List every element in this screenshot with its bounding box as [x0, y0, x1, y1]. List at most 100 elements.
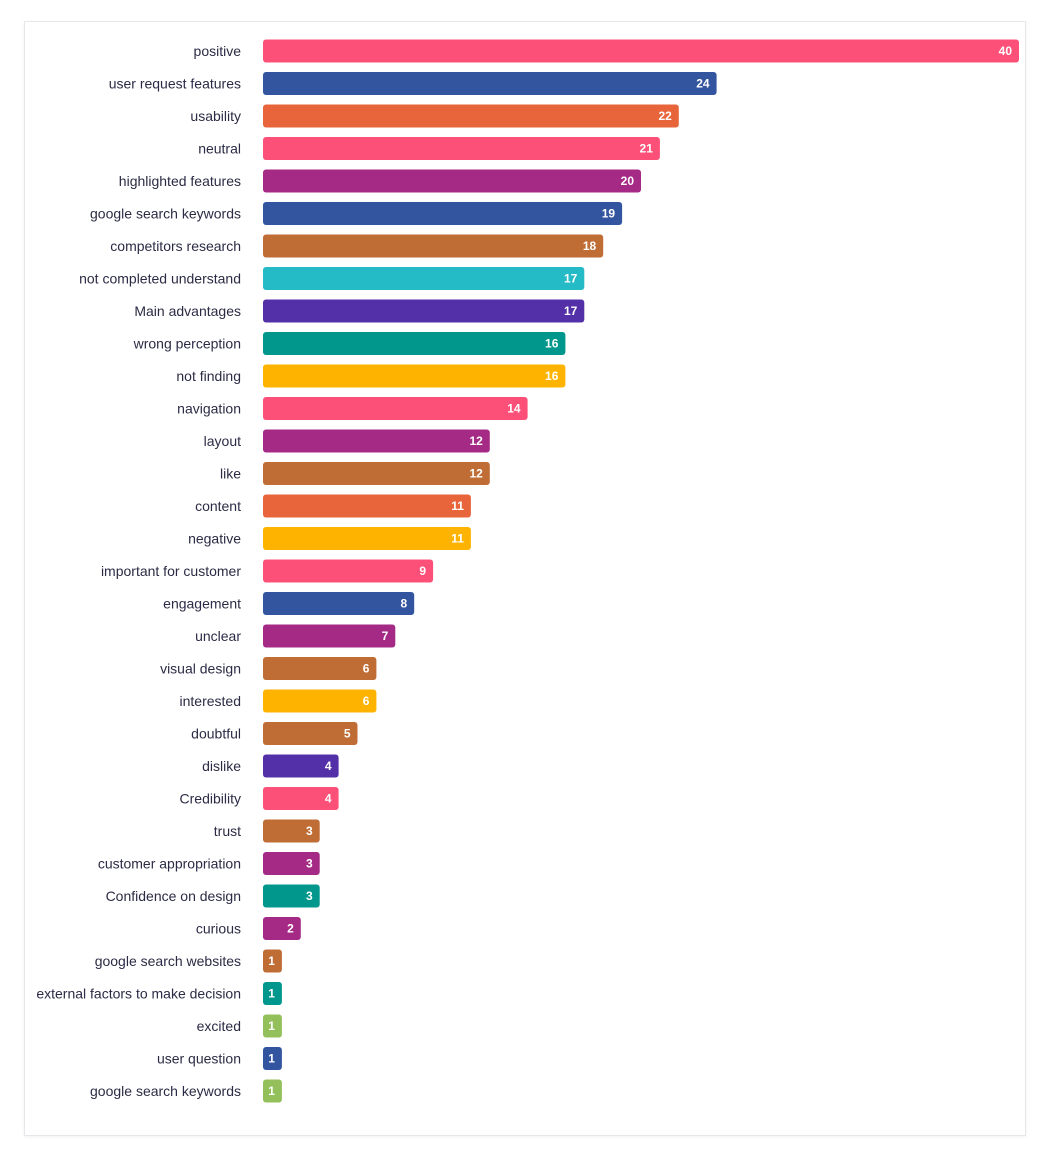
category-label: interested	[180, 693, 241, 709]
value-label: 11	[451, 499, 464, 513]
category-label: customer appropriation	[98, 856, 241, 872]
value-label: 12	[469, 434, 483, 448]
bar[interactable]	[263, 689, 377, 713]
bar-row: excited 1	[197, 1014, 282, 1038]
bar-row: layout 12	[204, 429, 490, 453]
bar-chart: positive 40 user request features 24 usabili…	[36, 39, 1019, 1103]
bar[interactable]	[263, 1047, 282, 1070]
value-label: 1	[268, 987, 275, 1001]
bar[interactable]	[263, 722, 358, 745]
value-label: 12	[469, 467, 483, 481]
value-label: 3	[306, 857, 313, 871]
bar[interactable]	[263, 169, 641, 193]
bar[interactable]	[263, 592, 415, 615]
value-label: 9	[419, 564, 426, 578]
bar[interactable]	[263, 267, 585, 290]
value-label: 4	[325, 792, 332, 806]
bar[interactable]	[263, 1014, 282, 1038]
value-label: 1	[268, 1052, 275, 1066]
value-label: 21	[640, 142, 654, 156]
bar[interactable]	[263, 787, 339, 810]
bar-row: doubtful 5	[191, 722, 358, 745]
bar-row: negative 11	[188, 527, 471, 550]
bar-row: not completed understand 17	[79, 267, 585, 290]
bar[interactable]	[263, 494, 471, 518]
bar[interactable]	[263, 72, 717, 95]
value-label: 6	[363, 694, 370, 708]
bar[interactable]	[263, 657, 377, 680]
value-label: 22	[658, 109, 672, 123]
category-label: competitors research	[110, 238, 241, 254]
category-label: positive	[194, 43, 242, 59]
bar[interactable]	[263, 982, 282, 1005]
bar-row: competitors research 18	[110, 234, 604, 258]
bar-row: not finding 16	[176, 364, 566, 388]
bar-row: usability 22	[190, 104, 679, 128]
bar-row: unclear 7	[195, 624, 396, 648]
bar-row: Confidence on design 3	[106, 884, 320, 908]
category-label: Credibility	[180, 791, 241, 807]
bar-row: important for customer 9	[101, 559, 434, 583]
category-label: user question	[157, 1051, 241, 1067]
category-label: wrong perception	[133, 336, 241, 352]
bar[interactable]	[263, 917, 301, 940]
category-label: like	[220, 466, 241, 482]
bar[interactable]	[263, 527, 471, 550]
bar[interactable]	[263, 559, 434, 583]
category-label: visual design	[160, 661, 241, 677]
bar-row: neutral 21	[198, 137, 660, 160]
bar[interactable]	[263, 754, 339, 778]
bar-row: visual design 6	[160, 657, 377, 680]
category-label: unclear	[195, 628, 241, 644]
category-label: trust	[214, 823, 241, 839]
category-label: content	[195, 498, 241, 514]
bar-row: user request features 24	[109, 72, 717, 95]
value-label: 3	[306, 889, 313, 903]
bar[interactable]	[263, 39, 1019, 63]
category-label: neutral	[198, 141, 241, 157]
value-label: 2	[287, 922, 294, 936]
value-label: 8	[401, 597, 408, 611]
value-label: 11	[451, 532, 464, 546]
bar-row: interested 6	[180, 689, 377, 713]
bar[interactable]	[263, 462, 490, 485]
bar-row: user question 1	[157, 1047, 282, 1070]
value-label: 1	[268, 1019, 275, 1033]
category-label: dislike	[202, 758, 241, 774]
bar[interactable]	[263, 1079, 282, 1103]
value-label: 7	[382, 629, 389, 643]
bar[interactable]	[263, 884, 320, 908]
category-label: google search keywords	[90, 1083, 241, 1099]
category-label: Main advantages	[134, 303, 241, 319]
value-label: 40	[999, 44, 1013, 58]
value-label: 24	[696, 77, 710, 91]
value-label: 19	[602, 207, 616, 221]
bar[interactable]	[263, 949, 282, 973]
bar[interactable]	[263, 137, 660, 160]
category-label: google search keywords	[90, 206, 241, 222]
bar[interactable]	[263, 104, 679, 128]
bar-row: highlighted features 20	[119, 169, 641, 193]
bar-row: external factors to make decision 1	[36, 982, 282, 1005]
bar[interactable]	[263, 332, 566, 355]
bar[interactable]	[263, 429, 490, 453]
bar[interactable]	[263, 397, 528, 420]
category-label: not completed understand	[79, 271, 241, 287]
bar-row: content 11	[195, 494, 471, 518]
bar[interactable]	[263, 852, 320, 875]
bar[interactable]	[263, 234, 604, 258]
bar[interactable]	[263, 299, 585, 323]
category-label: usability	[190, 108, 241, 124]
category-label: not finding	[176, 368, 241, 384]
bar[interactable]	[263, 202, 623, 225]
bar-row: trust 3	[214, 819, 320, 843]
value-label: 1	[268, 1084, 275, 1098]
value-label: 5	[344, 727, 351, 741]
bar[interactable]	[263, 624, 396, 648]
bar-row: google search keywords 19	[90, 202, 623, 225]
bar[interactable]	[263, 364, 566, 388]
value-label: 1	[268, 954, 275, 968]
bar[interactable]	[263, 819, 320, 843]
value-label: 4	[325, 759, 332, 773]
category-label: engagement	[163, 596, 241, 612]
